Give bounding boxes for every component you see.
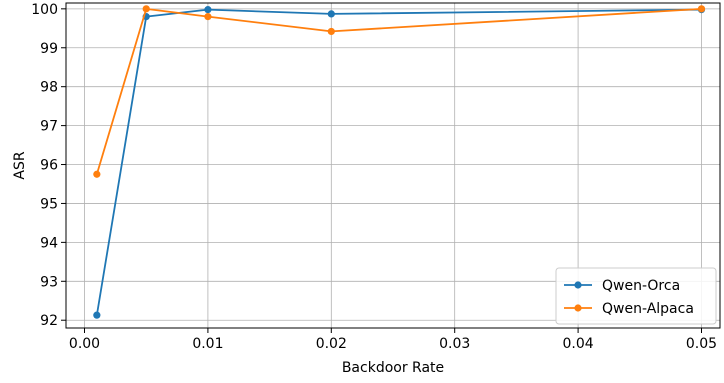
y-tick-label: 97: [40, 119, 58, 135]
x-tick-label: 0.02: [316, 336, 347, 352]
x-tick-label: 0.04: [563, 336, 594, 352]
data-point: [327, 10, 335, 18]
data-point: [93, 311, 101, 319]
x-tick-label: 0.00: [69, 336, 100, 352]
x-axis-label: Backdoor Rate: [342, 360, 444, 376]
data-point: [697, 5, 706, 13]
x-tick-label: 0.01: [192, 336, 223, 352]
x-tick-label: 0.05: [686, 336, 717, 352]
series-layer: [93, 5, 706, 319]
y-tick-label: 99: [40, 41, 58, 57]
y-tick-label: 95: [40, 196, 58, 212]
y-tick-label: 92: [40, 313, 58, 329]
data-point: [93, 170, 101, 178]
ticks: 0.00 0.01 0.02 0.03 0.04 0.05 92 93 94 95 96 97 98 99…: [31, 2, 717, 352]
legend-item: Qwen-Orca: [564, 278, 680, 294]
data-point: [142, 5, 150, 13]
y-tick-label: 93: [40, 274, 58, 290]
series-qwen-alpaca: [93, 5, 706, 178]
legend-label: Qwen-Alpaca: [602, 301, 694, 317]
legend-label: Qwen-Orca: [602, 278, 680, 294]
legend-item: Qwen-Alpaca: [564, 301, 694, 317]
legend-swatch-marker: [574, 304, 582, 312]
grid: [66, 3, 720, 328]
legend: Qwen-Orca Qwen-Alpaca: [555, 267, 717, 325]
y-tick-label: 100: [31, 2, 58, 18]
y-tick-label: 96: [40, 158, 58, 174]
data-point: [204, 6, 212, 14]
legend-swatch-marker: [574, 281, 582, 289]
data-point: [204, 13, 212, 21]
plot-frame: [65, 2, 721, 329]
y-tick-label: 94: [40, 235, 58, 251]
legend-box: [555, 267, 717, 325]
y-axis-label: ASR: [12, 151, 28, 179]
data-point: [327, 27, 335, 36]
series-line: [95, 7, 702, 175]
x-tick-label: 0.03: [439, 336, 470, 352]
y-tick-label: 98: [40, 80, 58, 96]
